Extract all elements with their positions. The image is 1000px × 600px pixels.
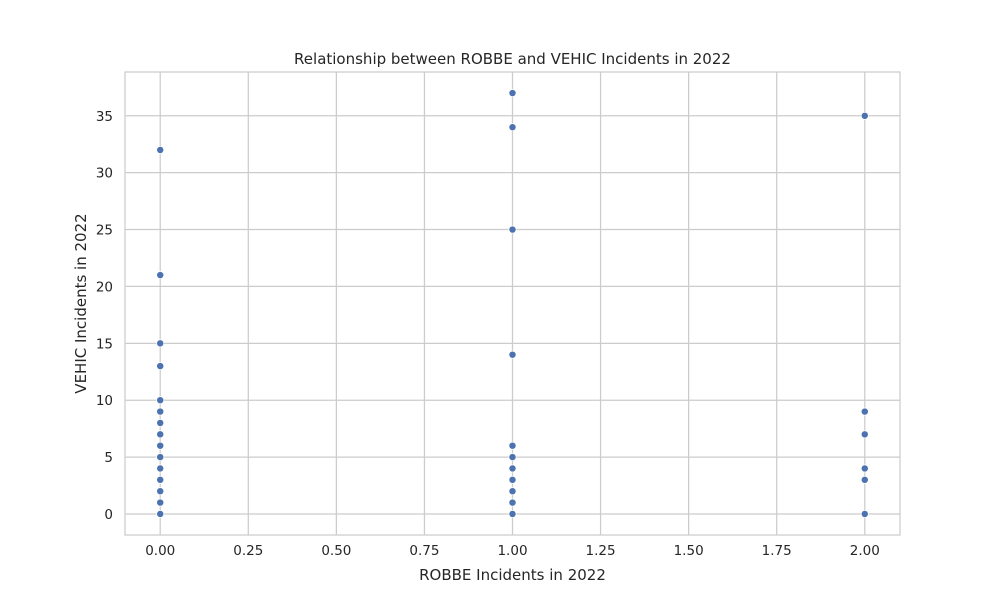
data-point xyxy=(156,145,165,154)
data-point xyxy=(508,441,517,450)
y-axis-label: VEHIC Incidents in 2022 xyxy=(72,213,90,393)
data-point xyxy=(156,339,165,348)
x-tick-label: 1.25 xyxy=(586,543,616,559)
x-axis-label: ROBBE Incidents in 2022 xyxy=(419,566,606,584)
y-tick-label: 35 xyxy=(96,109,113,125)
y-tick-label: 10 xyxy=(96,393,113,409)
data-point xyxy=(860,111,869,120)
data-point xyxy=(860,475,869,484)
data-point xyxy=(156,475,165,484)
data-point xyxy=(860,464,869,473)
x-tick-labels: 0.00 0.25 0.50 0.75 1.00 1.25 1.50 1.75 2.00 xyxy=(145,543,880,559)
y-tick-labels: 0 5 10 15 20 25 30 35 xyxy=(96,109,113,523)
data-point xyxy=(156,407,165,416)
data-point xyxy=(156,509,165,518)
x-tick-label: 1.50 xyxy=(674,543,704,559)
data-point xyxy=(156,418,165,427)
data-point xyxy=(508,225,517,234)
data-point xyxy=(156,498,165,507)
data-points xyxy=(156,89,869,518)
data-point xyxy=(508,89,517,98)
y-tick-label: 30 xyxy=(96,166,113,182)
y-tick-label: 0 xyxy=(104,507,113,523)
y-tick-label: 20 xyxy=(96,279,113,295)
data-point xyxy=(508,475,517,484)
grid-lines xyxy=(125,72,900,535)
plot-area xyxy=(124,71,901,536)
x-tick-label: 1.00 xyxy=(497,543,527,559)
data-point xyxy=(156,453,165,462)
data-point xyxy=(508,123,517,132)
data-point xyxy=(860,509,869,518)
data-point xyxy=(508,464,517,473)
data-point xyxy=(508,487,517,496)
data-point xyxy=(156,430,165,439)
data-point xyxy=(156,464,165,473)
y-tick-label: 5 xyxy=(104,450,113,466)
data-point xyxy=(508,509,517,518)
data-point xyxy=(860,407,869,416)
data-point xyxy=(508,453,517,462)
y-tick-label: 25 xyxy=(96,223,113,239)
y-tick-label: 15 xyxy=(96,336,113,352)
data-point xyxy=(156,487,165,496)
data-point xyxy=(860,430,869,439)
data-point xyxy=(156,441,165,450)
chart-title: Relationship between ROBBE and VEHIC Inc… xyxy=(294,50,731,68)
x-tick-label: 1.75 xyxy=(762,543,792,559)
data-point xyxy=(156,271,165,280)
x-tick-label: 0.25 xyxy=(233,543,263,559)
x-tick-label: 0.50 xyxy=(321,543,351,559)
x-tick-label: 0.75 xyxy=(409,543,439,559)
data-point xyxy=(156,396,165,405)
x-tick-label: 2.00 xyxy=(850,543,880,559)
data-point xyxy=(508,350,517,359)
data-point xyxy=(508,498,517,507)
x-tick-label: 0.00 xyxy=(145,543,175,559)
data-point xyxy=(156,362,165,371)
